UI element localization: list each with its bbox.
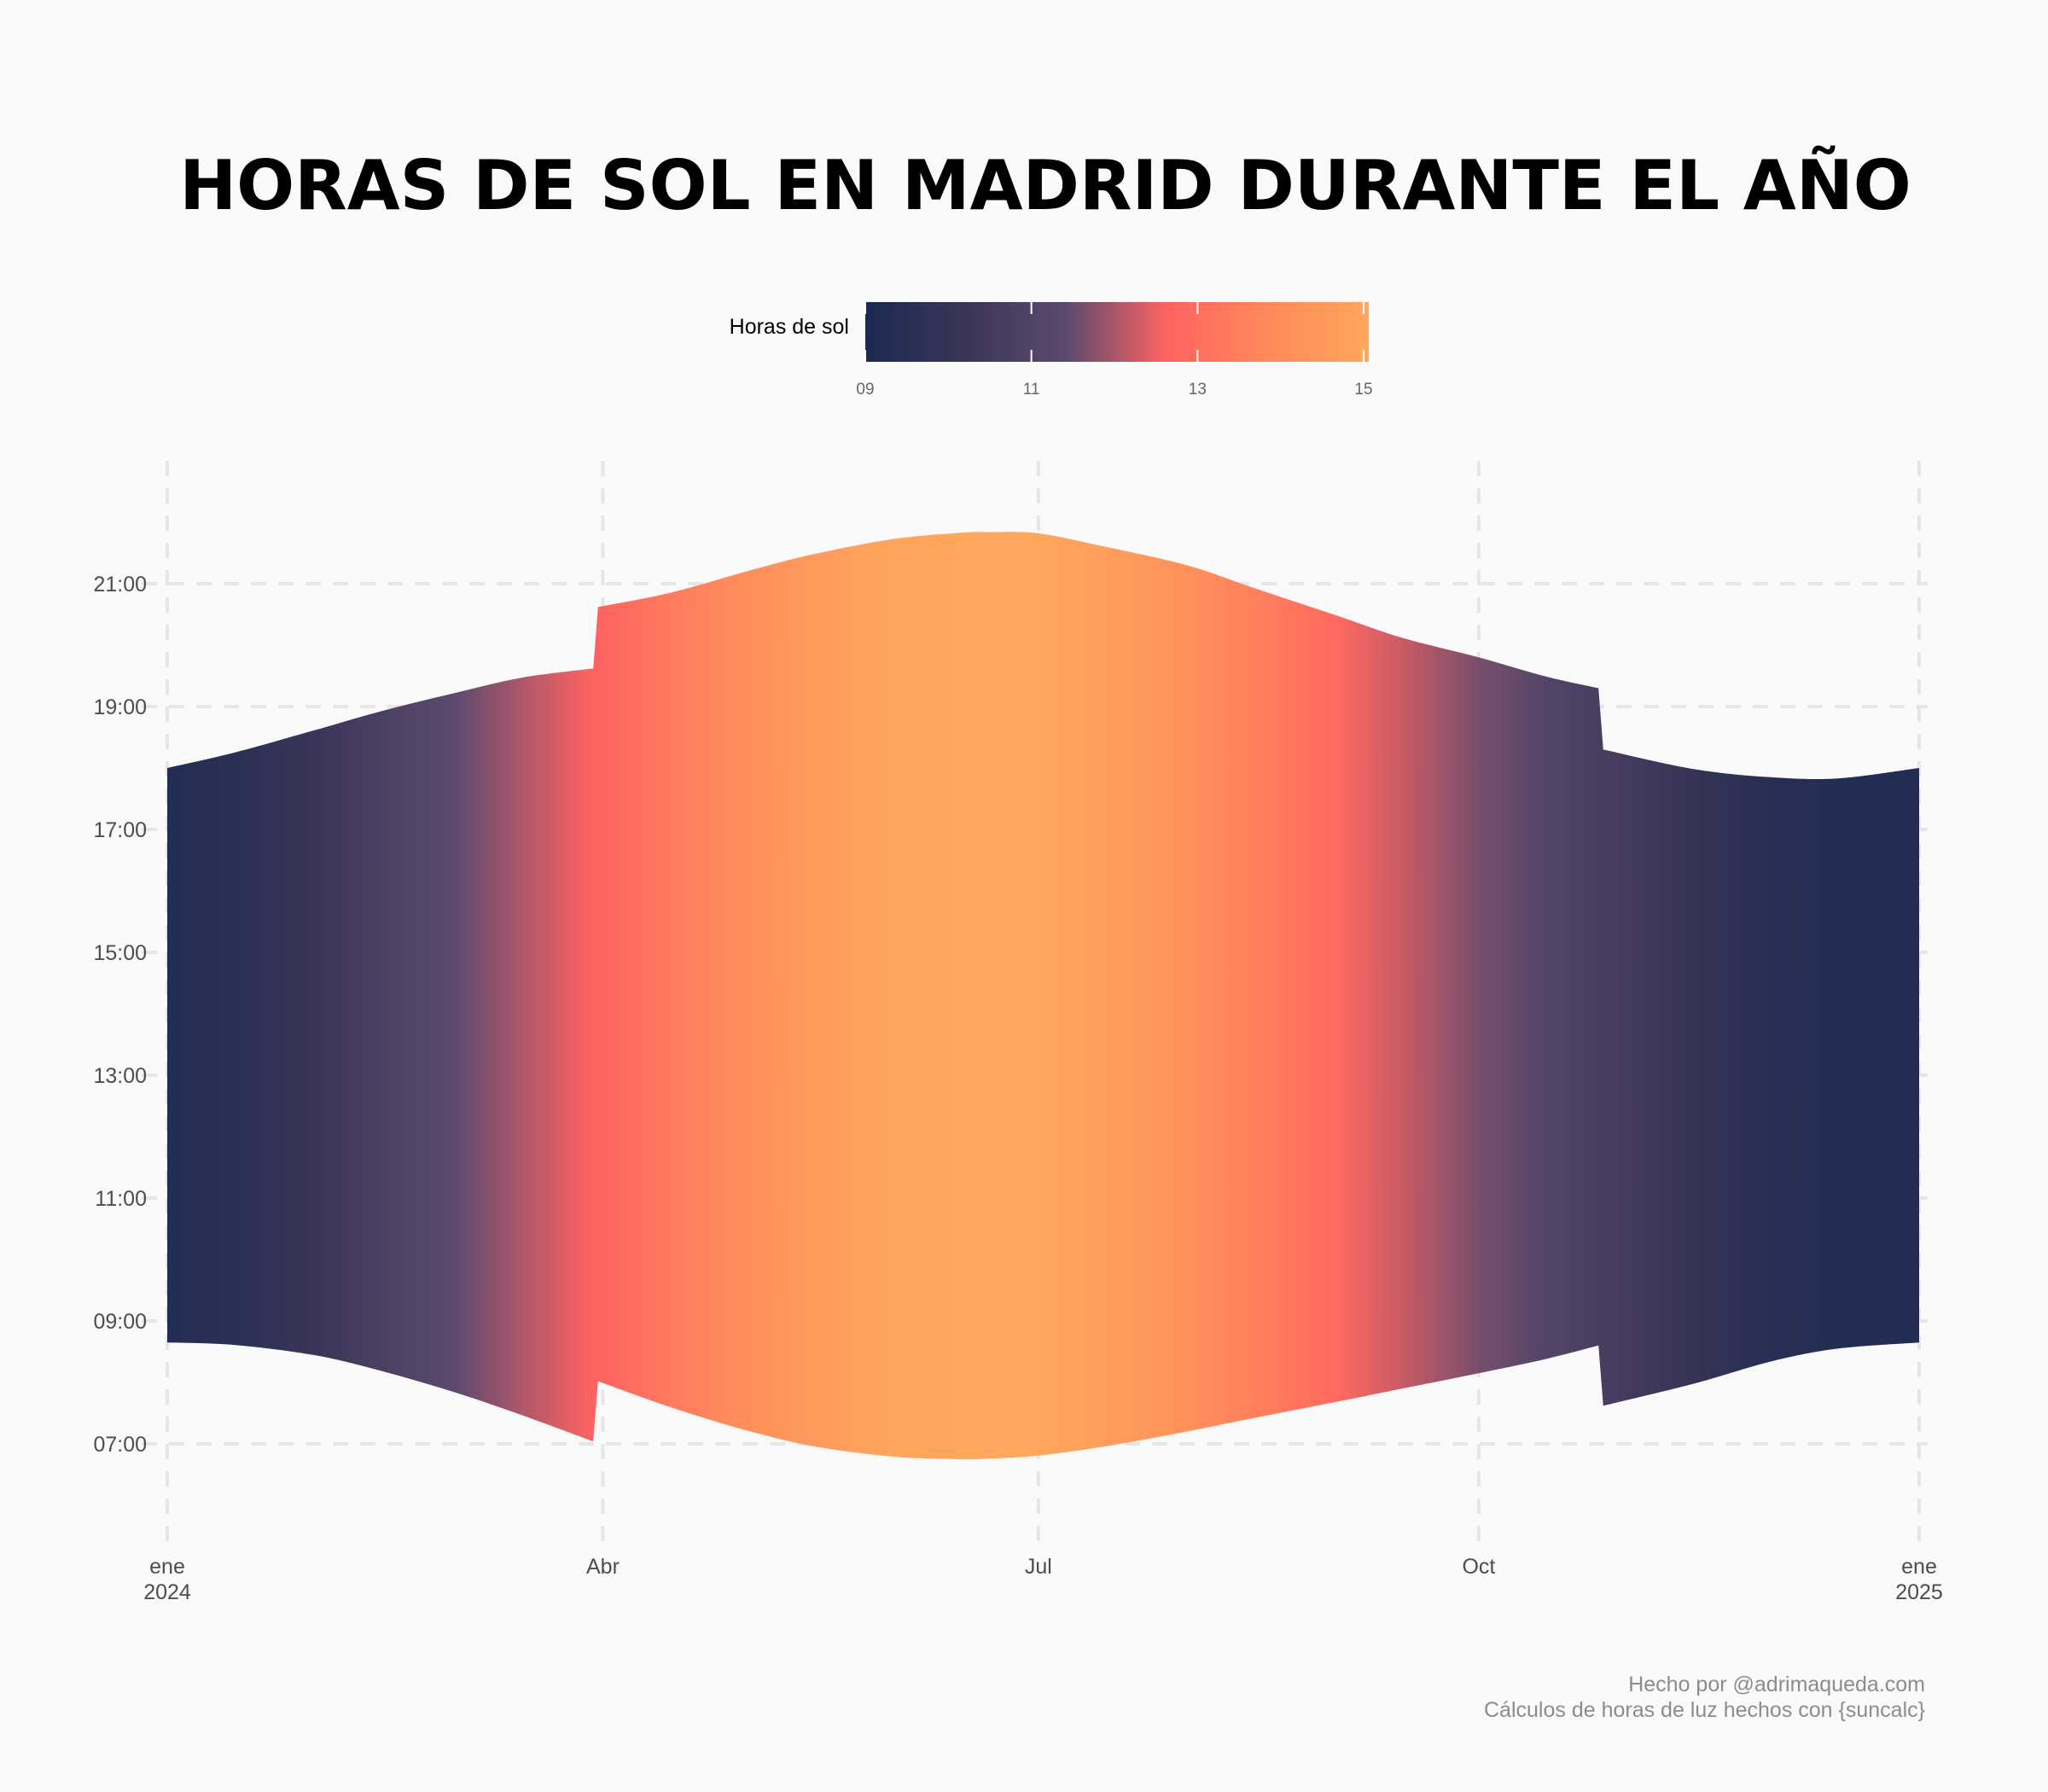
daylight-band: [167, 532, 1919, 1460]
legend-title: Horas de sol: [730, 315, 849, 339]
x-tick-label: ene: [1901, 1555, 1937, 1579]
legend-tick-label: 15: [1354, 381, 1372, 399]
legend-tick-label: 13: [1189, 381, 1207, 399]
legend: Horas de sol 09 11 13 15: [730, 302, 1373, 399]
caption-line-2: Cálculos de horas de luz hechos con {sun…: [1484, 1698, 1925, 1722]
y-tick-label: 07:00: [93, 1433, 147, 1457]
y-tick-label: 11:00: [95, 1187, 147, 1211]
x-tick-label: Abr: [586, 1555, 620, 1579]
legend-ticks: 09 11 13 15: [856, 302, 1373, 399]
y-tick-label: 19:00: [93, 695, 147, 719]
y-tick-label: 09:00: [93, 1310, 147, 1334]
x-tick-label: ene: [149, 1555, 185, 1579]
y-tick-label: 15:00: [93, 941, 147, 965]
x-tick-label: Jul: [1025, 1555, 1052, 1579]
y-tick-label: 13:00: [93, 1064, 147, 1088]
caption: Hecho por @adrimaqueda.com Cálculos de h…: [1484, 1673, 1925, 1722]
caption-line-1: Hecho por @adrimaqueda.com: [1628, 1673, 1925, 1696]
x-tick-sublabel: 2025: [1895, 1580, 1943, 1604]
chart-title: HORAS DE SOL EN MADRID DURANTE EL AÑO: [179, 145, 1911, 225]
legend-tick-label: 11: [1023, 381, 1040, 399]
y-tick-label: 21:00: [93, 573, 147, 596]
y-axis: 07:00 09:00 11:00 13:00 15:00 17:00 19:00 21:00: [93, 573, 147, 1457]
legend-colorbar: [865, 302, 1369, 362]
y-tick-label: 17:00: [93, 818, 147, 842]
x-tick-sublabel: 2024: [143, 1580, 191, 1604]
plot-area: [167, 532, 1919, 1460]
legend-tick-label: 09: [856, 381, 874, 399]
x-tick-label: Oct: [1462, 1555, 1495, 1579]
